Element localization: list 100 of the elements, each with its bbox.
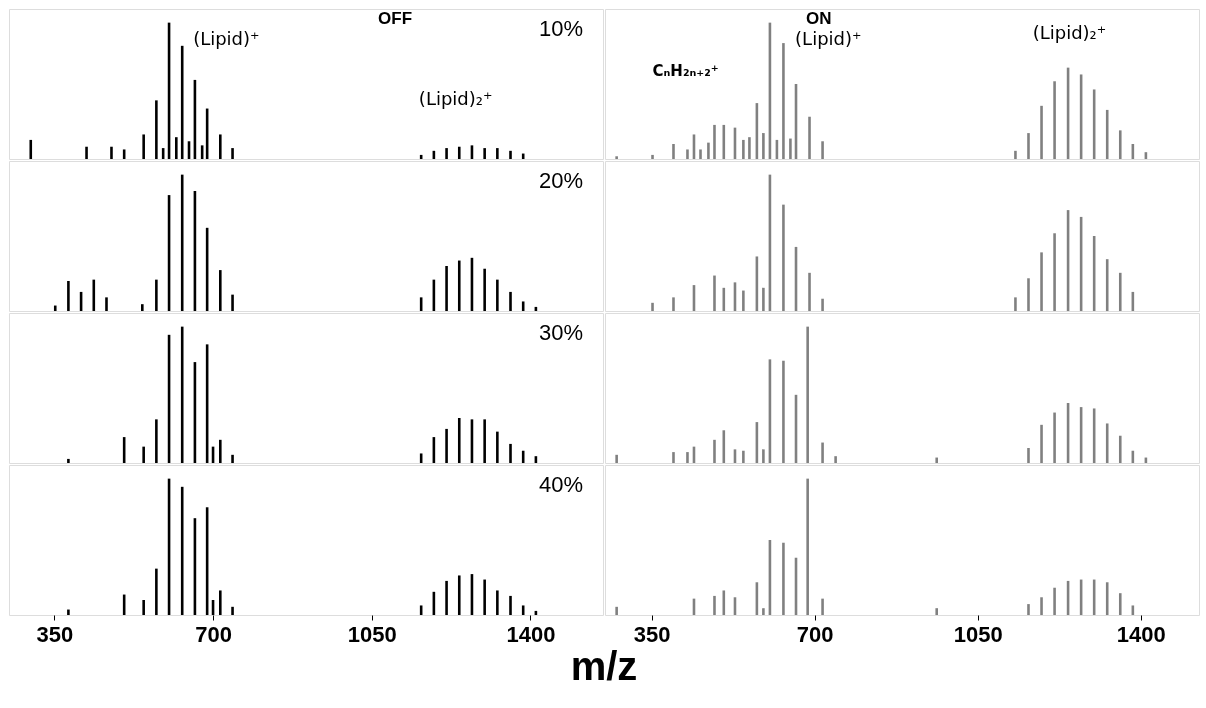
bar bbox=[142, 134, 145, 159]
chart-title: OFF bbox=[378, 9, 413, 28]
bar bbox=[1105, 582, 1109, 615]
x-tick-label: 1400 bbox=[506, 621, 556, 647]
bar bbox=[1053, 412, 1056, 463]
bar bbox=[748, 137, 751, 159]
bar bbox=[1118, 593, 1122, 615]
annotation: (Lipid)⁺ bbox=[193, 28, 260, 49]
bar bbox=[1040, 597, 1043, 615]
bar bbox=[686, 149, 689, 159]
x-tick-label: 1400 bbox=[1116, 621, 1166, 647]
bar bbox=[762, 133, 765, 159]
bar bbox=[713, 439, 716, 463]
bar bbox=[445, 428, 448, 463]
bar bbox=[707, 142, 710, 159]
bar bbox=[1105, 423, 1109, 463]
x-tick-label: 700 bbox=[796, 621, 834, 647]
bar bbox=[1053, 233, 1056, 311]
bar bbox=[1040, 105, 1043, 159]
bar bbox=[686, 452, 689, 463]
bar bbox=[509, 150, 512, 159]
bar bbox=[231, 148, 234, 159]
bar bbox=[483, 419, 486, 463]
bar bbox=[762, 287, 765, 311]
bar bbox=[445, 580, 448, 615]
bar bbox=[1053, 81, 1056, 159]
bar bbox=[105, 297, 108, 311]
bar bbox=[808, 116, 811, 159]
bar bbox=[67, 281, 70, 311]
bar bbox=[762, 449, 765, 463]
bar bbox=[782, 542, 785, 615]
bar bbox=[496, 590, 499, 615]
annotation: (Lipid)⁺ bbox=[795, 28, 862, 49]
bar bbox=[1027, 133, 1030, 159]
bar bbox=[231, 294, 234, 311]
x-tick-label: 1050 bbox=[953, 621, 1003, 647]
bar bbox=[180, 45, 184, 159]
bar bbox=[615, 606, 618, 615]
bar bbox=[496, 148, 499, 159]
bar bbox=[806, 478, 809, 615]
bar bbox=[231, 606, 234, 615]
bar bbox=[821, 298, 824, 311]
annotation: 40% bbox=[538, 472, 583, 497]
bar bbox=[713, 595, 716, 615]
bar bbox=[1118, 435, 1122, 463]
bar bbox=[834, 456, 837, 463]
bar bbox=[85, 146, 88, 159]
bar bbox=[53, 305, 57, 311]
bar bbox=[821, 442, 824, 463]
bar bbox=[782, 204, 785, 311]
bar bbox=[219, 590, 222, 615]
bar bbox=[496, 279, 499, 311]
bar bbox=[615, 156, 618, 159]
x-tick-label: 350 bbox=[36, 621, 74, 647]
bar bbox=[142, 446, 145, 463]
bar bbox=[1014, 297, 1017, 311]
bar bbox=[1027, 448, 1030, 463]
bar bbox=[155, 100, 158, 159]
annotation: (Lipid)₂⁺ bbox=[1032, 22, 1107, 43]
bar bbox=[445, 266, 448, 311]
bar bbox=[219, 439, 222, 463]
bar bbox=[808, 272, 811, 311]
bar bbox=[457, 260, 461, 311]
annotation: 10% bbox=[538, 16, 583, 41]
bar bbox=[457, 575, 461, 615]
bar bbox=[142, 600, 145, 615]
bar bbox=[742, 139, 745, 159]
annotation: 20% bbox=[538, 168, 583, 193]
bar bbox=[445, 148, 448, 159]
bar bbox=[509, 291, 512, 311]
bar bbox=[1118, 272, 1122, 311]
x-tick-label: 1050 bbox=[347, 621, 397, 647]
bar bbox=[1014, 150, 1017, 159]
bar bbox=[672, 452, 675, 463]
bar bbox=[1040, 424, 1043, 463]
bar bbox=[713, 124, 716, 159]
bar bbox=[821, 141, 824, 159]
bar bbox=[806, 326, 809, 463]
bar bbox=[651, 154, 654, 159]
bar bbox=[180, 326, 184, 463]
bar bbox=[935, 457, 939, 463]
bar bbox=[615, 454, 618, 463]
annotation: (Lipid)₂⁺ bbox=[418, 88, 493, 109]
bar bbox=[457, 418, 461, 463]
bar bbox=[672, 297, 675, 311]
bar bbox=[483, 268, 486, 311]
bar bbox=[1040, 252, 1043, 311]
bar bbox=[29, 139, 33, 159]
bar bbox=[141, 304, 144, 311]
bar bbox=[219, 134, 222, 159]
bar bbox=[935, 608, 939, 615]
bar bbox=[67, 458, 70, 463]
bar bbox=[1105, 259, 1109, 311]
bar bbox=[509, 443, 512, 463]
bar bbox=[180, 486, 184, 615]
bar bbox=[782, 43, 785, 159]
bar bbox=[175, 137, 178, 159]
bar bbox=[67, 609, 70, 615]
bar bbox=[713, 275, 716, 311]
bar bbox=[1027, 604, 1030, 615]
